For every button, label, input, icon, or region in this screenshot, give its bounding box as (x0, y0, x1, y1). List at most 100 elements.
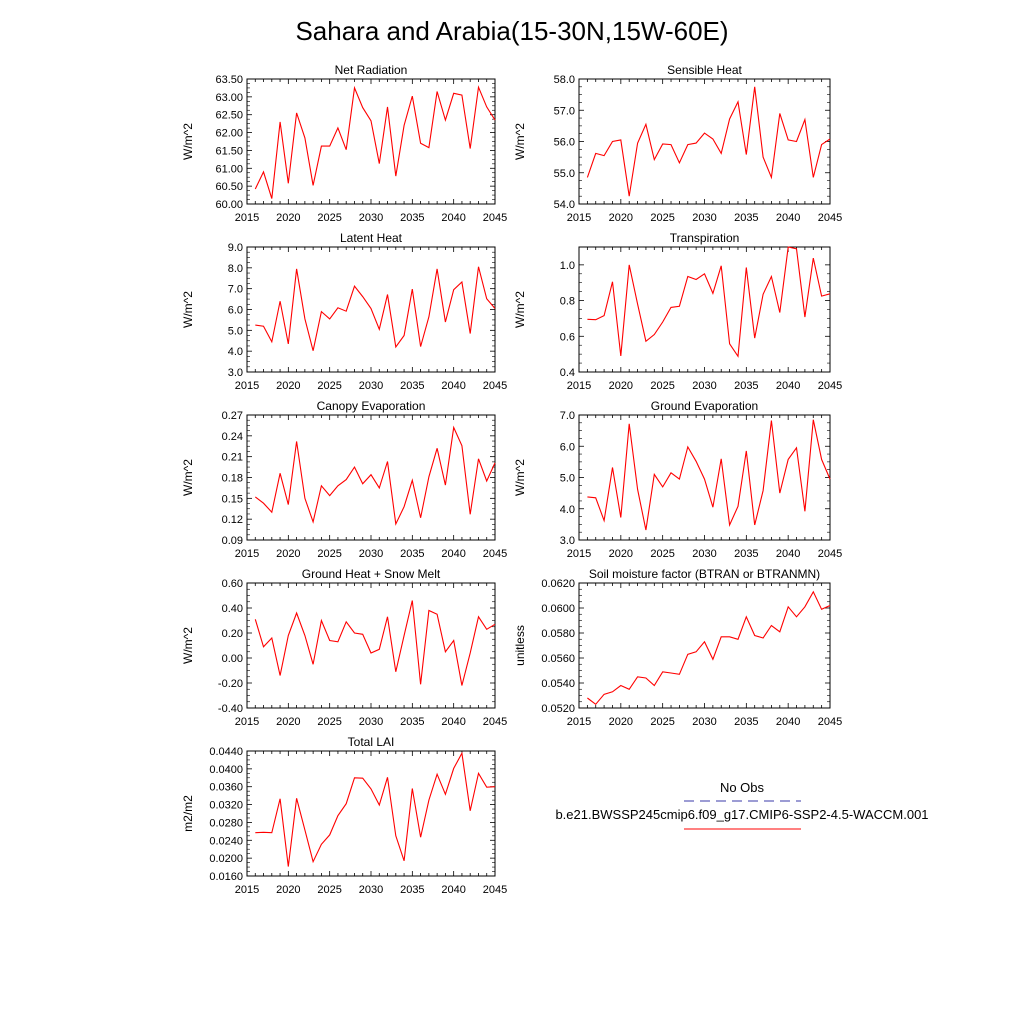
x-tick-label: 2045 (483, 716, 507, 728)
x-tick-label: 2035 (734, 548, 758, 560)
x-tick-label: 2025 (317, 548, 341, 560)
y-tick-label: 0.0360 (209, 782, 243, 794)
y-tick-label: 0.20 (222, 628, 243, 640)
plot-frame (246, 78, 496, 205)
y-tick-label: 0.6 (560, 331, 575, 343)
panel-title: Total LAI (348, 735, 395, 749)
plot-frame (246, 582, 496, 709)
y-axis-label: W/m^2 (181, 627, 195, 664)
y-axis-label: W/m^2 (513, 123, 527, 160)
chart-panel: 2015 2020 2025 2030 2035 2040 2045 0.09 0.12 0.15… (181, 399, 507, 560)
y-tick-label: 1.0 (560, 260, 575, 272)
x-tick-label: 2040 (441, 548, 465, 560)
chart-panel: 2015 2020 2025 2030 2035 2040 2045 60.00 60.50 61… (181, 63, 507, 224)
x-tick-label: 2040 (776, 380, 800, 392)
y-tick-label: 6.0 (228, 305, 243, 317)
y-tick-label: 7.0 (560, 410, 575, 422)
series-line (587, 419, 831, 531)
x-tick-label: 2025 (317, 212, 341, 224)
x-tick-label: 2020 (609, 380, 633, 392)
y-tick-label: 0.0240 (209, 835, 243, 847)
y-tick-label: 55.0 (554, 168, 575, 180)
x-tick-label: 2015 (567, 380, 591, 392)
y-tick-label: -0.20 (218, 678, 243, 690)
y-tick-label: 0.0560 (541, 653, 575, 665)
x-tick-label: 2040 (441, 380, 465, 392)
y-tick-label: 0.0540 (541, 678, 575, 690)
y-tick-label: 0.0620 (541, 578, 575, 590)
y-tick-label: 0.8 (560, 296, 575, 308)
x-tick-label: 2025 (317, 380, 341, 392)
y-tick-label: 0.00 (222, 653, 243, 665)
chart-panel: 2015 2020 2025 2030 2035 2040 2045 -0.40 -0.20 0.… (181, 567, 507, 728)
y-tick-label: 0.21 (222, 452, 243, 464)
y-tick-label: 0.12 (222, 514, 243, 526)
series-line (586, 86, 831, 197)
x-tick-label: 2045 (818, 380, 842, 392)
y-tick-label: 0.40 (222, 603, 243, 615)
x-tick-label: 2040 (441, 716, 465, 728)
plot-frame (246, 750, 496, 877)
x-tick-label: 2015 (567, 548, 591, 560)
plot-frame (578, 78, 831, 205)
x-tick-label: 2020 (609, 212, 633, 224)
y-tick-label: 7.0 (228, 284, 243, 296)
x-tick-label: 2030 (359, 548, 383, 560)
x-tick-label: 2025 (317, 884, 341, 896)
y-tick-label: 3.0 (228, 367, 243, 379)
x-tick-label: 2015 (235, 716, 259, 728)
y-tick-label: 6.0 (560, 441, 575, 453)
x-tick-label: 2045 (483, 380, 507, 392)
y-tick-label: 8.0 (228, 263, 243, 275)
y-tick-label: 0.0580 (541, 628, 575, 640)
panel-title: Net Radiation (335, 63, 408, 77)
series-line (255, 266, 496, 351)
panel-title: Canopy Evaporation (317, 399, 426, 413)
y-tick-label: -0.40 (218, 703, 243, 715)
plot-frame (578, 414, 831, 541)
x-tick-label: 2025 (650, 212, 674, 224)
x-tick-label: 2020 (609, 716, 633, 728)
chart-panel: 2015 2020 2025 2030 2035 2040 2045 54.0 55.0 56.0… (513, 63, 842, 224)
y-tick-label: 0.0600 (541, 603, 575, 615)
x-tick-label: 2035 (400, 380, 424, 392)
x-tick-label: 2045 (483, 884, 507, 896)
chart-panel: 2015 2020 2025 2030 2035 2040 2045 0.0520 0.0540… (513, 567, 842, 728)
x-tick-label: 2035 (400, 716, 424, 728)
legend: No Obs b.e21.BWSSP245cmip6.f09_g17.CMIP6… (555, 780, 929, 830)
x-tick-label: 2035 (734, 716, 758, 728)
panel-title: Ground Heat + Snow Melt (302, 567, 441, 581)
panel-title: Latent Heat (340, 231, 403, 245)
y-tick-label: 0.0400 (209, 764, 243, 776)
y-tick-label: 0.09 (222, 535, 243, 547)
x-tick-label: 2045 (818, 548, 842, 560)
x-tick-label: 2040 (776, 548, 800, 560)
x-tick-label: 2040 (776, 716, 800, 728)
y-tick-label: 63.00 (215, 92, 243, 104)
y-tick-label: 0.0280 (209, 817, 243, 829)
y-tick-label: 56.0 (554, 137, 575, 149)
x-tick-label: 2015 (235, 212, 259, 224)
x-tick-label: 2045 (483, 212, 507, 224)
x-tick-label: 2015 (235, 548, 259, 560)
x-tick-label: 2025 (650, 548, 674, 560)
x-tick-label: 2030 (692, 380, 716, 392)
chart-panel: 2015 2020 2025 2030 2035 2040 2045 3.0 4.0 5.0 6.0… (181, 231, 507, 392)
series-line (254, 85, 496, 199)
series-line (254, 600, 496, 686)
x-tick-label: 2020 (276, 884, 300, 896)
panel-title: Sensible Heat (667, 63, 742, 77)
x-tick-label: 2045 (818, 212, 842, 224)
panel-title: Soil moisture factor (BTRAN or BTRANMN) (589, 567, 820, 581)
x-tick-label: 2035 (400, 548, 424, 560)
y-tick-label: 60.00 (215, 199, 243, 211)
y-tick-label: 54.0 (554, 199, 575, 211)
y-tick-label: 61.50 (215, 145, 243, 157)
legend-obs-label: No Obs (720, 780, 765, 795)
x-tick-label: 2030 (692, 212, 716, 224)
y-tick-label: 4.0 (560, 504, 575, 516)
y-tick-label: 62.00 (215, 128, 243, 140)
x-tick-label: 2040 (441, 884, 465, 896)
x-tick-label: 2035 (400, 884, 424, 896)
